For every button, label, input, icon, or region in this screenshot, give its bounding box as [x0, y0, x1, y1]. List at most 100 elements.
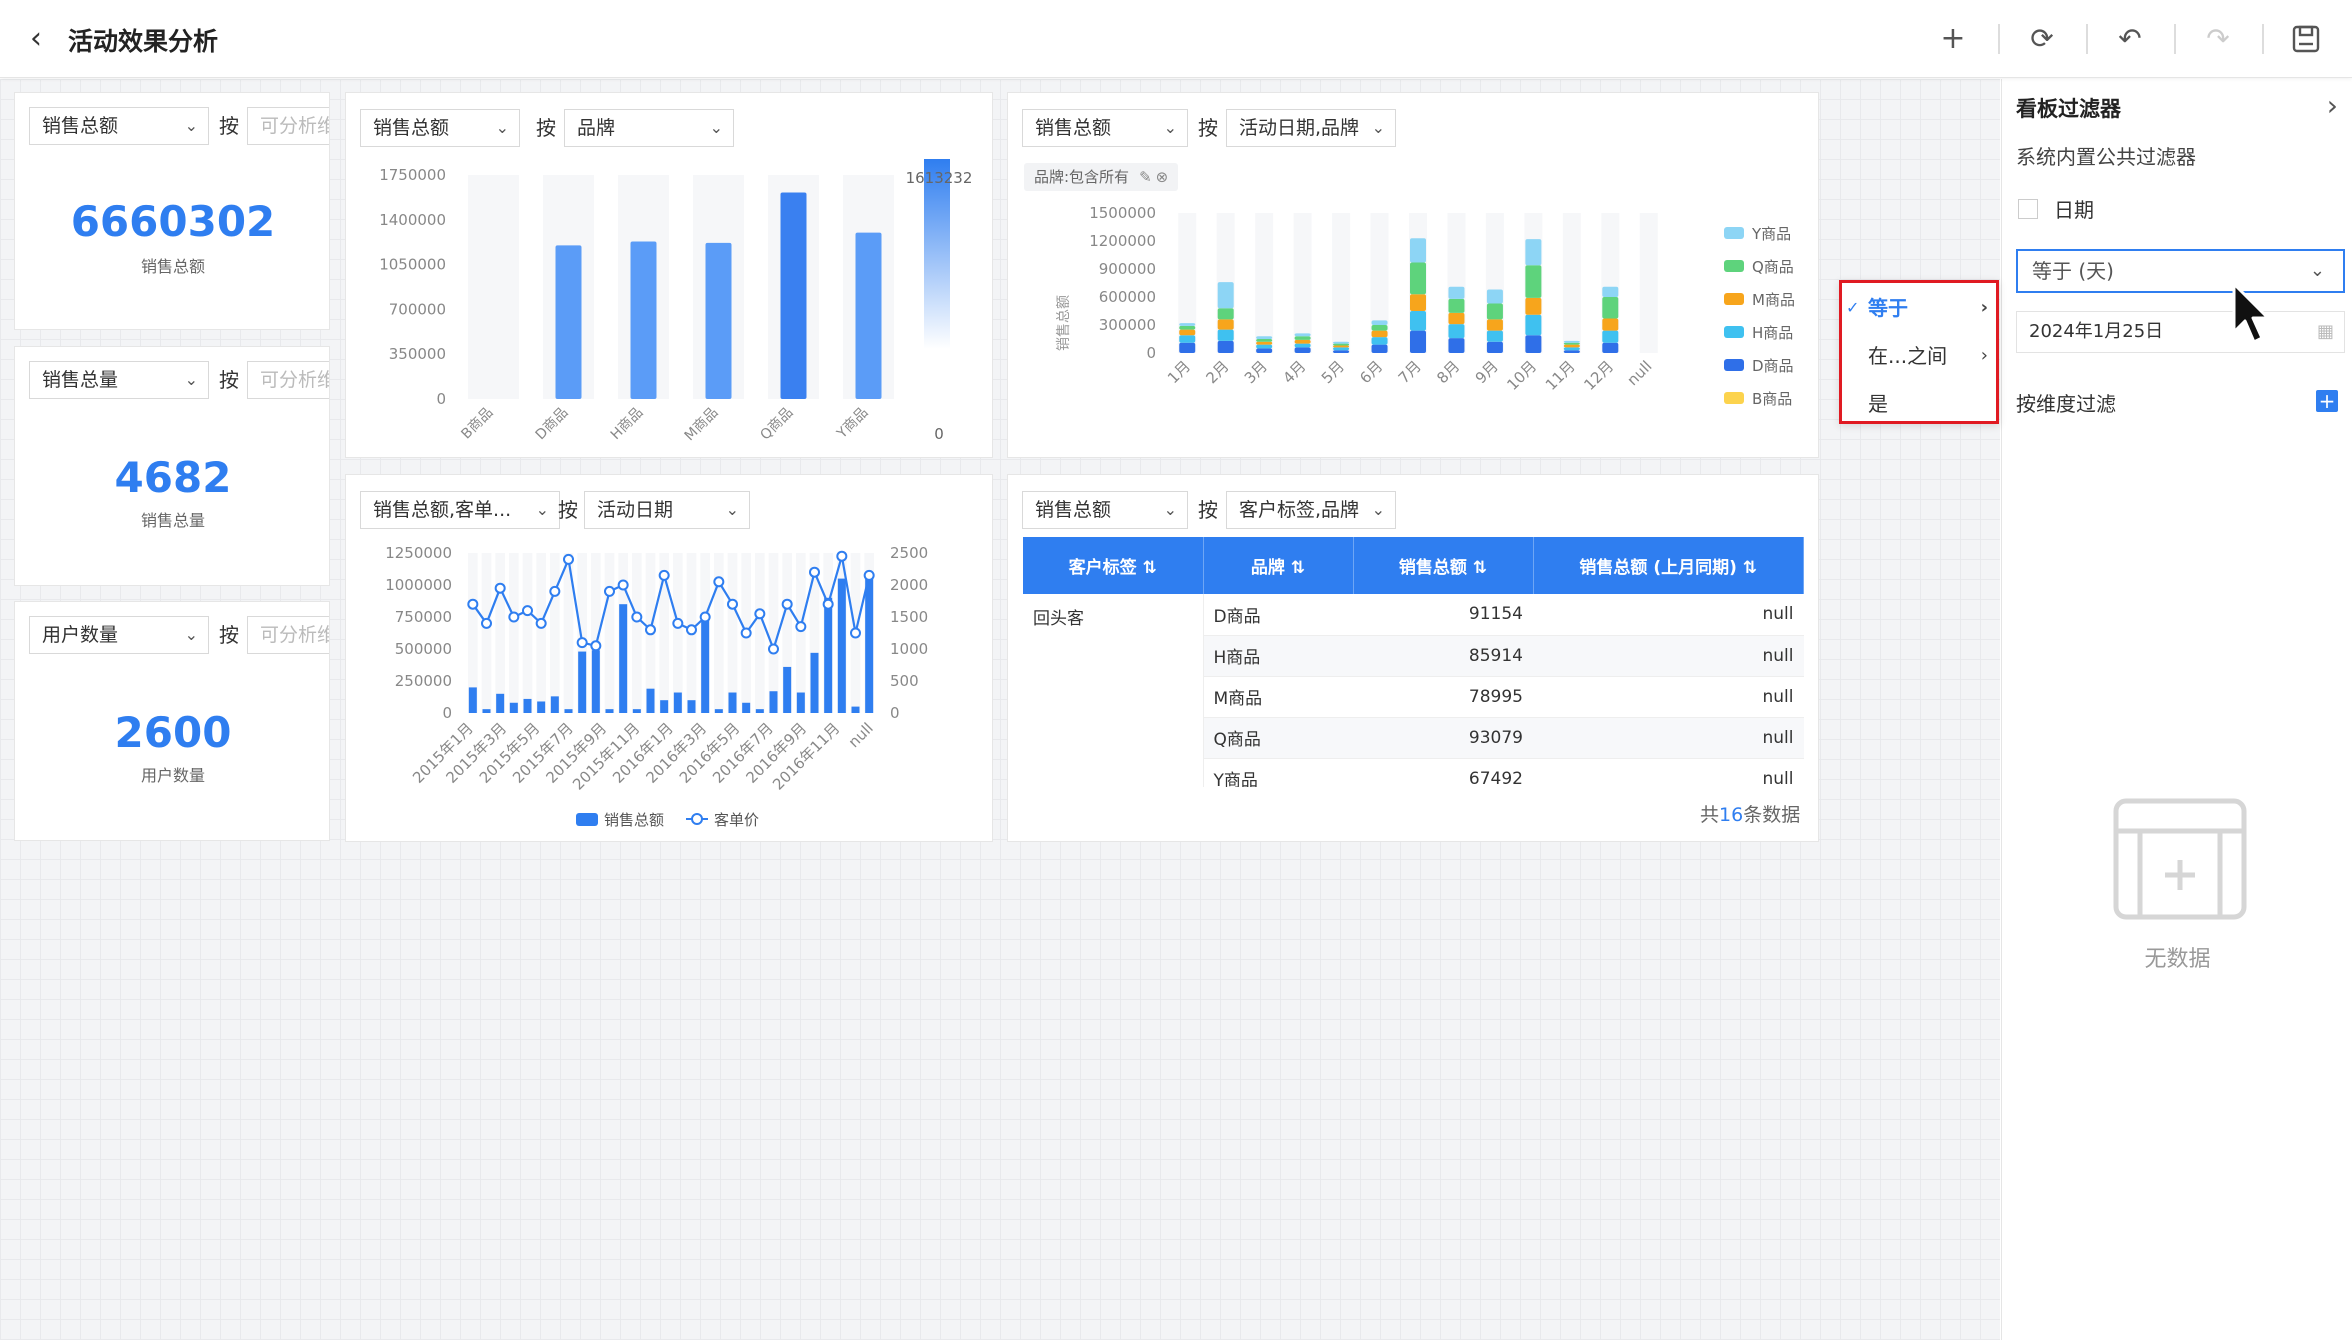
- metric-select[interactable]: 销售总额 ⌄: [29, 107, 209, 145]
- operator-select[interactable]: 等于 (天) ⌄: [2016, 249, 2345, 293]
- metric-select[interactable]: 用户数量 ⌄: [29, 616, 209, 654]
- sales-table-viewport[interactable]: 客户标签 ⇅ 品牌 ⇅ 销售总额 ⇅ 销售总额 (上月同期) ⇅ 回头客 D商品…: [1023, 537, 1804, 787]
- table-row[interactable]: H商品 85914 null: [1023, 635, 1804, 677]
- column-header-customer-tag[interactable]: 客户标签 ⇅: [1023, 537, 1204, 594]
- stacked-bar-segment: [1602, 297, 1619, 319]
- bar-background: [1255, 213, 1274, 353]
- sales-cell: 78995: [1353, 676, 1533, 718]
- kpi-card-sales-volume[interactable]: 销售总量⌄ 按 可分析维度 4682 销售总量: [14, 346, 330, 586]
- undo-icon[interactable]: ↶: [2118, 22, 2142, 55]
- prev-cell: null: [1533, 635, 1804, 677]
- edit-icon[interactable]: ✎: [1139, 168, 1152, 186]
- date-input[interactable]: 2024年1月25日 ▦: [2016, 311, 2345, 353]
- filter-tag[interactable]: 品牌:包含所有 ✎ ⊗: [1024, 163, 1179, 191]
- metric-select[interactable]: 销售总额 ⌄: [360, 109, 520, 147]
- check-icon: ✓: [1846, 298, 1860, 317]
- kpi-card-sales-amount[interactable]: 销售总额⌄ 按 可分析维度 6660302 销售总额: [14, 92, 330, 330]
- unit-price-point: [850, 627, 861, 639]
- date-checkbox[interactable]: [2018, 199, 2038, 219]
- dimension-select[interactable]: 活动日期 ⌄: [584, 491, 750, 529]
- left-y-tick-label: 250000: [395, 672, 452, 690]
- redo-icon[interactable]: ↷: [2206, 22, 2230, 55]
- save-icon[interactable]: [2288, 21, 2324, 57]
- metric-select[interactable]: 销售总额 ⌄: [1022, 109, 1188, 147]
- column-header-brand[interactable]: 品牌 ⇅: [1203, 537, 1354, 594]
- unit-price-point: [822, 598, 834, 610]
- refresh-icon[interactable]: ⟳: [2030, 22, 2054, 55]
- x-tick-label: D商品: [533, 405, 572, 444]
- sort-icon[interactable]: ⇅: [1142, 558, 1157, 578]
- left-y-tick-label: 1000000: [385, 576, 452, 594]
- combo-chart-card[interactable]: 销售总额,客单... ⌄ 按 活动日期 ⌄ 销售总额 客单价 1250000 1000…: [345, 474, 993, 842]
- unit-price-point: [795, 621, 807, 633]
- column-header-sales-prev[interactable]: 销售总额 (上月同期) ⇅: [1533, 537, 1804, 594]
- x-tick-label: 3月: [1241, 357, 1271, 387]
- stacked-bar-segment: [1486, 289, 1503, 304]
- dimension-select[interactable]: 可分析维度: [247, 616, 329, 654]
- table-row[interactable]: M商品 78995 null: [1023, 676, 1804, 718]
- dimension-select[interactable]: 可分析维度: [247, 107, 329, 145]
- unit-price-point: [727, 598, 738, 610]
- bar-background: [536, 553, 546, 713]
- right-y-tick-label: 500: [890, 672, 919, 690]
- kpi-value: 4682: [114, 453, 232, 502]
- sales-bar: [482, 709, 491, 713]
- dropdown-item-is[interactable]: 是: [1868, 392, 1888, 416]
- right-y-tick-label: 1000: [890, 640, 928, 658]
- y-tick-label: 1500000: [1089, 204, 1156, 222]
- x-tick-label: H商品: [608, 405, 647, 444]
- brand-cell: Y商品: [1203, 758, 1353, 787]
- table-row[interactable]: Y商品 67492 null: [1023, 758, 1804, 787]
- kpi-caption: 销售总额: [140, 257, 205, 276]
- metric-select[interactable]: 销售总额,客单... ⌄: [360, 491, 560, 529]
- board-filter-panel: 看板过滤器 › 系统内置公共过滤器 日期 等于 (天) ⌄ 2024年1月25日 ▦…: [2001, 79, 2352, 1340]
- bar-background: [1562, 213, 1581, 353]
- dropdown-item-between[interactable]: 在...之间 ›: [1842, 333, 1996, 379]
- y-tick-label: 1050000: [379, 256, 446, 274]
- dimension-select[interactable]: 活动日期,品牌 ⌄: [1226, 109, 1396, 147]
- stacked-bar-segment: [1256, 339, 1273, 342]
- kpi-card-user-count[interactable]: 用户数量⌄ 按 可分析维度 2600 用户数量: [14, 601, 330, 841]
- dimension-select[interactable]: 客户标签,品牌 ⌄: [1226, 491, 1396, 529]
- sort-icon[interactable]: ⇅: [1742, 558, 1758, 578]
- back-arrow-icon[interactable]: ‹: [30, 21, 42, 56]
- dropdown-item-equals[interactable]: ✓ 等于 ›: [1842, 285, 1996, 331]
- add-filter-button[interactable]: +: [2316, 390, 2338, 412]
- x-tick-label: M商品: [682, 405, 722, 445]
- unit-price-point: [781, 598, 793, 610]
- sales-cell: 85914: [1353, 635, 1533, 677]
- stacked-bar-segment: [1294, 333, 1311, 337]
- sales-bar: [673, 692, 682, 713]
- unit-price-point: [563, 553, 574, 565]
- y-tick-label: 600000: [1099, 288, 1156, 306]
- close-circle-icon[interactable]: ⊗: [1155, 168, 1169, 186]
- chevron-right-icon[interactable]: ›: [2326, 89, 2338, 122]
- table-row[interactable]: 回头客 D商品 91154 null: [1023, 594, 1804, 787]
- metric-select[interactable]: 销售总量 ⌄: [29, 361, 209, 399]
- sales-bar: [660, 700, 669, 713]
- mouse-cursor-icon: [2232, 282, 2270, 344]
- sort-icon[interactable]: ⇅: [1290, 558, 1306, 578]
- bar-background: [550, 553, 560, 713]
- chevron-right-icon: ›: [1980, 345, 1988, 366]
- unit-price-point: [549, 585, 561, 597]
- dimension-select[interactable]: 品牌 ⌄: [564, 109, 734, 147]
- bar-background: [468, 553, 478, 713]
- sales-bar: [755, 709, 764, 713]
- bar: [705, 242, 732, 399]
- stacked-bar-segment: [1294, 343, 1311, 348]
- stacked-bar-segment: [1525, 265, 1542, 298]
- metric-select[interactable]: 销售总额 ⌄: [1022, 491, 1188, 529]
- stacked-bar-segment: [1410, 262, 1426, 295]
- table-row[interactable]: Q商品 93079 null: [1023, 717, 1804, 759]
- monthly-stacked-chart-card[interactable]: 销售总额 ⌄ 按 活动日期,品牌 ⌄ 品牌:包含所有 ✎ ⊗ 销售总额 1500000 1…: [1007, 92, 1819, 458]
- x-tick-label: 10月: [1503, 357, 1540, 394]
- dimension-select[interactable]: 可分析维度: [247, 361, 329, 399]
- column-header-sales[interactable]: 销售总额 ⇅: [1353, 537, 1534, 594]
- y-tick-label: 700000: [389, 300, 446, 318]
- by-label: 按: [1198, 116, 1218, 140]
- add-icon[interactable]: +: [1940, 21, 1966, 56]
- brand-bar-chart-card[interactable]: 销售总额 ⌄ 按 品牌 ⌄ 1613232 0 1750000 1400000 1050…: [345, 92, 993, 458]
- bar-background: [673, 553, 683, 713]
- sort-icon[interactable]: ⇅: [1472, 558, 1488, 578]
